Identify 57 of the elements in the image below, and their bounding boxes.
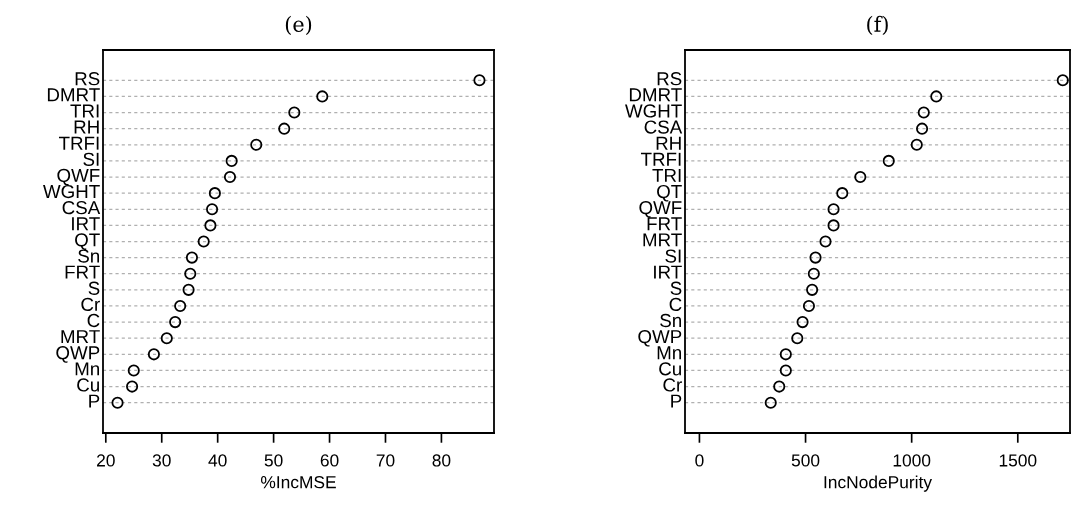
y-tick-label: Cu	[77, 378, 99, 392]
x-tick-label: 60	[320, 454, 339, 467]
y-tick-label: P	[671, 394, 682, 408]
y-tick-label: QWF	[57, 168, 100, 186]
y-tick-label: S	[670, 281, 682, 295]
y-tick-label: CSA	[62, 201, 101, 215]
y-tick-label: SI	[83, 152, 99, 166]
x-tick-label: 80	[432, 454, 451, 467]
x-tick-label: 40	[208, 454, 227, 467]
y-tick-label: Cr	[663, 378, 682, 392]
x-tick-label: 1000	[893, 454, 931, 467]
x-tick-label: 1500	[999, 454, 1037, 467]
y-tick-label: WGHT	[625, 104, 682, 118]
y-tick-label: RH	[74, 120, 99, 134]
x-axis-title: IncNodePurity	[824, 475, 932, 492]
y-tick-label: DMRT	[47, 88, 100, 102]
y-tick-label: WGHT	[43, 184, 100, 199]
y-tick-label: RS	[657, 72, 682, 86]
y-tick-label: CSA	[644, 120, 683, 134]
y-tick-label: DMRT	[629, 88, 682, 102]
y-tick-label: TRI	[652, 168, 681, 182]
y-tick-label: RS	[75, 72, 100, 86]
y-tick-label: QT	[75, 233, 100, 250]
y-tick-label: Cu	[659, 362, 681, 376]
y-tick-label: TRFI	[58, 136, 99, 150]
y-tick-label: IRT	[654, 265, 682, 279]
y-tick-label: Sn	[78, 249, 100, 263]
x-axis-title: %IncMSE	[261, 476, 336, 489]
y-tick-label: FRT	[65, 265, 100, 279]
y-tick-label: IRT	[72, 217, 100, 231]
y-tick-label: Sn	[660, 313, 682, 328]
y-tick-label: MRT	[643, 233, 682, 247]
y-tick-label: QT	[657, 184, 682, 202]
y-tick-label: RH	[656, 136, 681, 150]
y-tick-label: QWP	[638, 329, 682, 347]
y-tick-label: MRT	[61, 330, 100, 344]
x-tick-label: 30	[152, 454, 171, 467]
x-tick-label: 70	[376, 454, 395, 467]
x-tick-label: 500	[791, 454, 820, 467]
x-tick-label: 50	[264, 454, 283, 467]
y-tick-label: C	[87, 313, 100, 328]
y-tick-label: QWF	[639, 201, 682, 218]
y-tick-label: TRFI	[640, 152, 681, 166]
chart-title: (e)	[285, 15, 312, 35]
y-tick-label: S	[88, 281, 100, 295]
y-tick-label: Mn	[657, 346, 682, 360]
y-tick-label: TRI	[70, 104, 99, 118]
y-tick-label: FRT	[647, 217, 682, 231]
y-tick-label: QWP	[56, 346, 100, 363]
x-tick-label: 20	[97, 454, 115, 467]
y-tick-label: Mn	[75, 362, 100, 376]
y-tick-label: SI	[665, 249, 681, 263]
y-tick-label: C	[669, 297, 682, 312]
x-tick-label: 0	[695, 454, 704, 467]
y-tick-label: Cr	[81, 297, 100, 312]
y-tick-label: P	[89, 394, 100, 408]
chart-title: (f)	[867, 15, 888, 35]
